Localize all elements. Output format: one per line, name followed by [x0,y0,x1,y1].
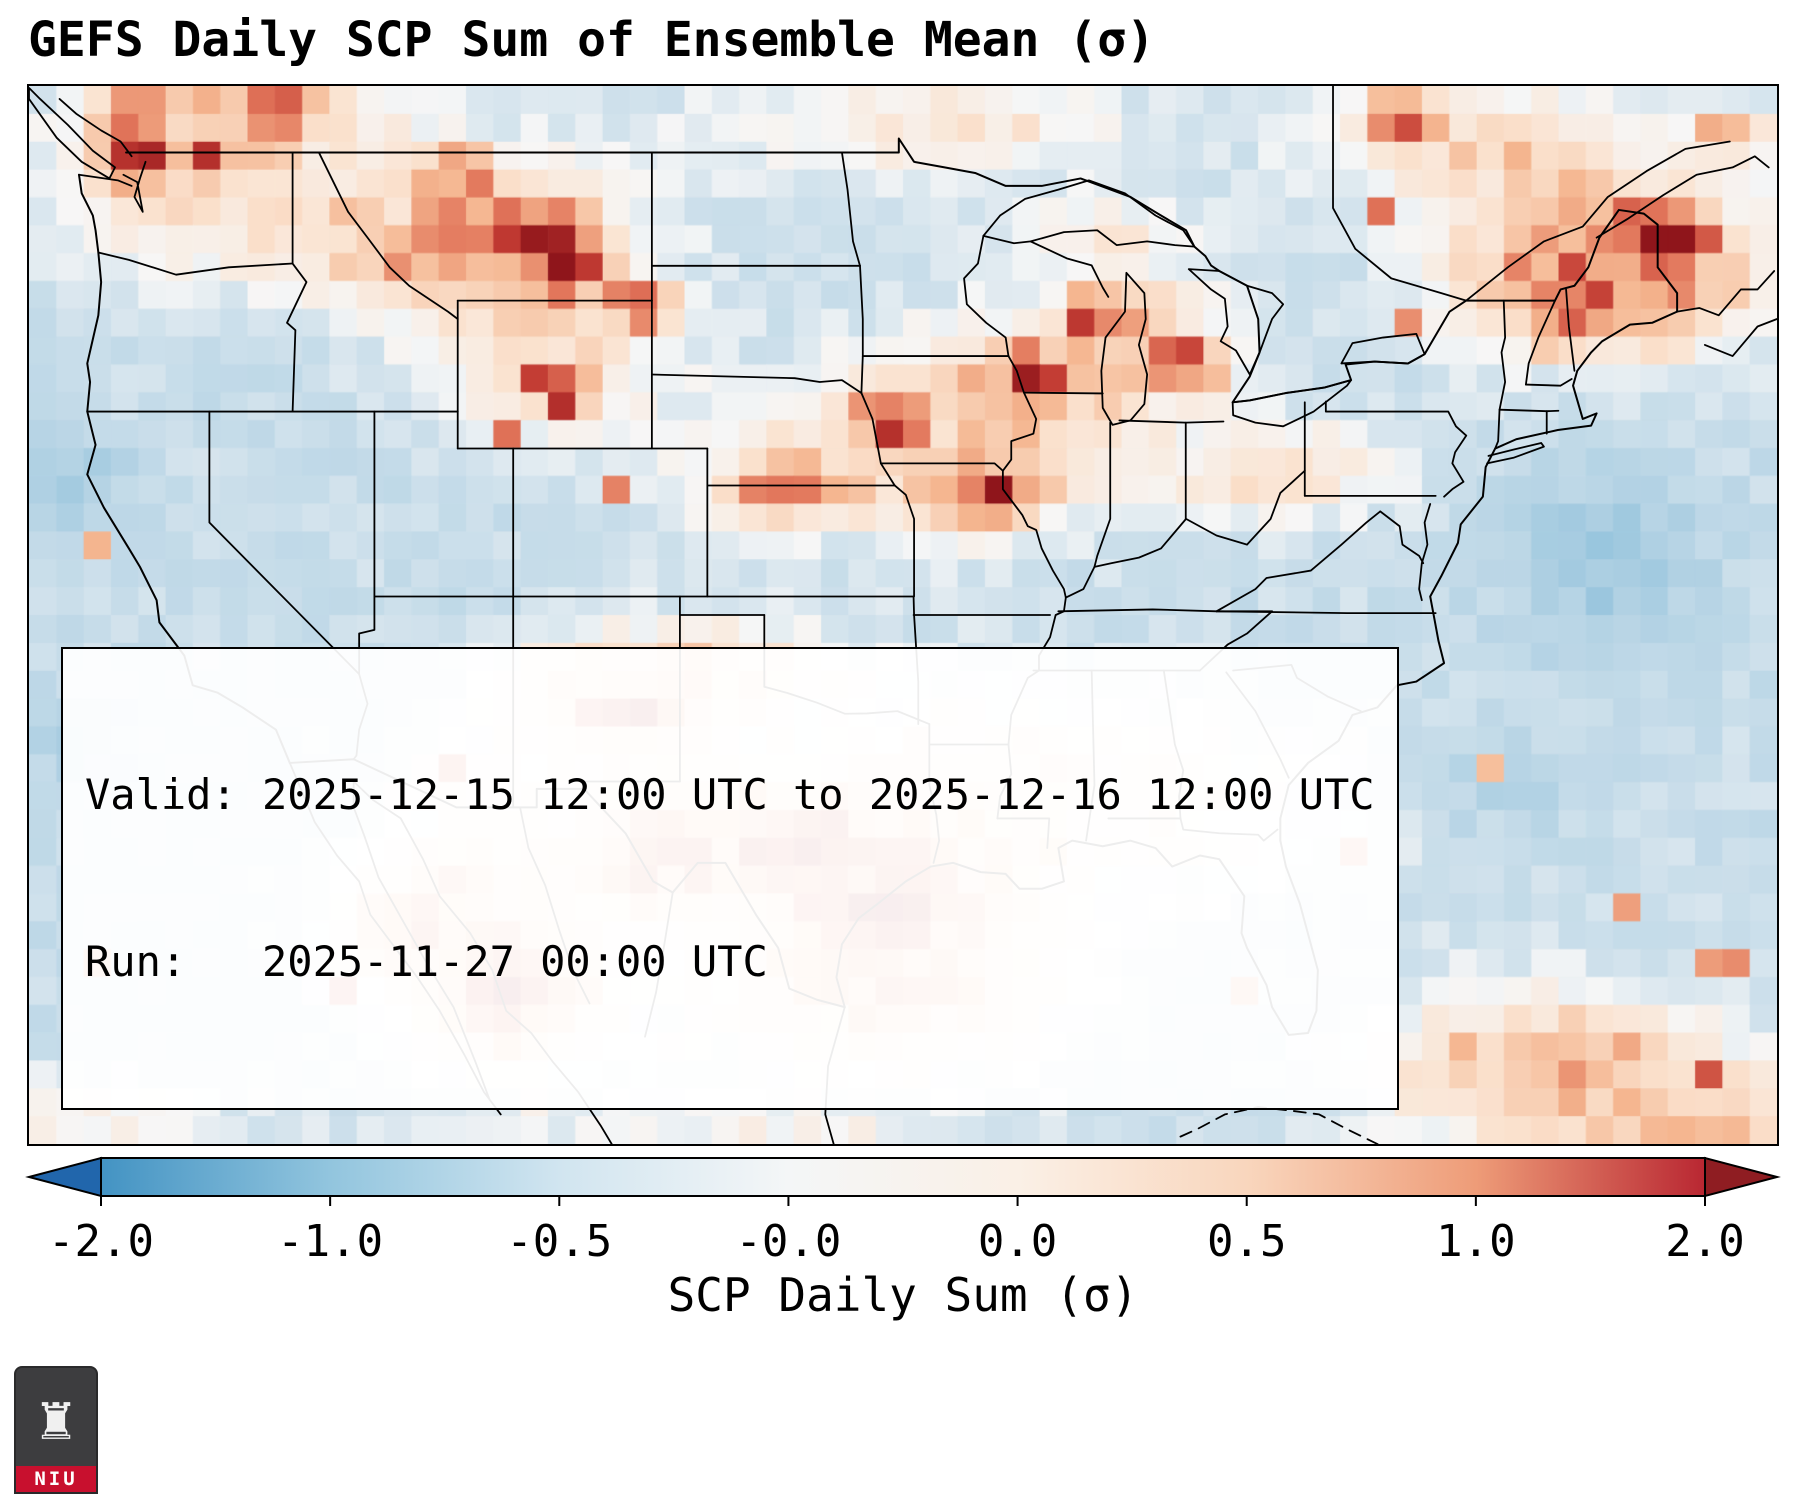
boundary-me-nh [1565,288,1576,372]
boundary-cuba [1179,1106,1379,1144]
colorbar-ticklabels: -2.0 -1.0 -0.5 -0.0 0.0 0.5 1.0 2.0 [27,1212,1779,1268]
colorbar-under-arrow [25,1156,102,1198]
boundary-nova-scotia [1703,318,1777,357]
colorbar-tick-label: 0.0 [977,1216,1058,1267]
boundary-vt-nh [1524,299,1556,386]
colorbar-tick-label: 2.0 [1665,1216,1745,1267]
niu-logo-text: NIU [14,1466,98,1494]
boundary-ne-sd [650,373,863,394]
boundary-mississippi-upper [1001,355,1067,599]
boundary-wi-mi [1029,240,1110,298]
boundary-ma-nh [1524,378,1573,387]
boundary-ks-mo [893,484,915,598]
boundary-id-mt [318,151,459,320]
colorbar: -2.0 -1.0 -0.5 -0.0 0.0 0.5 1.0 2.0 SCP Daily S… [25,1156,1781,1322]
boundary-lake-ontario [1340,332,1426,365]
colorbar-tick-label: -0.5 [506,1216,613,1267]
validity-box: Valid: 2025-12-15 12:00 UTC to 2025-12-1… [61,646,1399,1110]
boundary-mi-south [1118,419,1225,424]
boundary-long-island [1486,442,1545,465]
boundary-va-nc [1215,610,1437,615]
colorbar-tick-label: -0.0 [735,1216,842,1267]
boundary-lake-huron [1187,268,1285,376]
boundary-vancouver-island [29,86,116,180]
boundary-gaspe-coast [1595,155,1770,239]
boundary-wa-or [97,251,294,276]
boundary-ia-mo [879,462,1004,472]
boundary-puget-sound [122,160,147,213]
figure-title: GEFS Daily SCP Sum of Ensemble Mean (σ) [28,12,1156,68]
boundary-bay-of-fundy [1676,270,1776,317]
colorbar-tick-label: -2.0 [48,1216,154,1267]
boundary-strait-juan-de-fuca [78,173,133,187]
boundary-ny-east [1494,299,1507,450]
boundary-or-id [286,262,308,413]
boundary-sd-mn [859,264,864,394]
run-line: Run: 2025-11-27 00:00 UTC [85,936,768,986]
boundary-canada-border [125,137,1679,404]
boundary-ma-ct-ri [1498,408,1560,413]
colorbar-over-arrow [1704,1156,1781,1198]
boundary-nv-ut-az [358,410,376,676]
boundary-nd-mn [841,151,861,267]
boundary-ne-ia-mo [860,392,896,487]
colorbar-label: SCP Daily Sum (σ) [667,1268,1139,1322]
valid-line: Valid: 2025-12-15 12:00 UTC to 2025-12-1… [85,770,1375,820]
niu-logo: ♜ NIU [14,1366,98,1494]
boundary-il-in [1093,421,1112,568]
colorbar-svg [25,1156,1781,1206]
boundary-ky-va-wv [1215,510,1382,613]
map-panel: Valid: 2025-12-15 12:00 UTC to 2025-12-1… [27,84,1779,1146]
boundary-chesapeake-bay [1418,503,1432,602]
colorbar-tick-label: 0.5 [1206,1216,1287,1267]
boundary-pa-ny [1324,400,1468,437]
colorbar-tick-label: 1.0 [1436,1216,1516,1267]
niu-castle-icon: ♜ [14,1366,98,1466]
boundary-ontario-quebec [1332,86,1468,302]
boundary-lake-erie [1231,379,1352,428]
boundary-wi-il [1023,391,1104,395]
boundary-nj-delaware-river [1443,434,1468,498]
colorbar-tick-label: -1.0 [277,1216,384,1267]
boundary-st-lawrence [1465,140,1731,302]
boundary-lake-superior [982,179,1196,248]
boundary-potomac [1379,510,1425,565]
boundary-bc-coast [58,98,133,158]
boundary-ohio-river [1064,469,1306,599]
boundary-mn-wi [963,234,1010,357]
colorbar-ramp [100,1157,1706,1197]
